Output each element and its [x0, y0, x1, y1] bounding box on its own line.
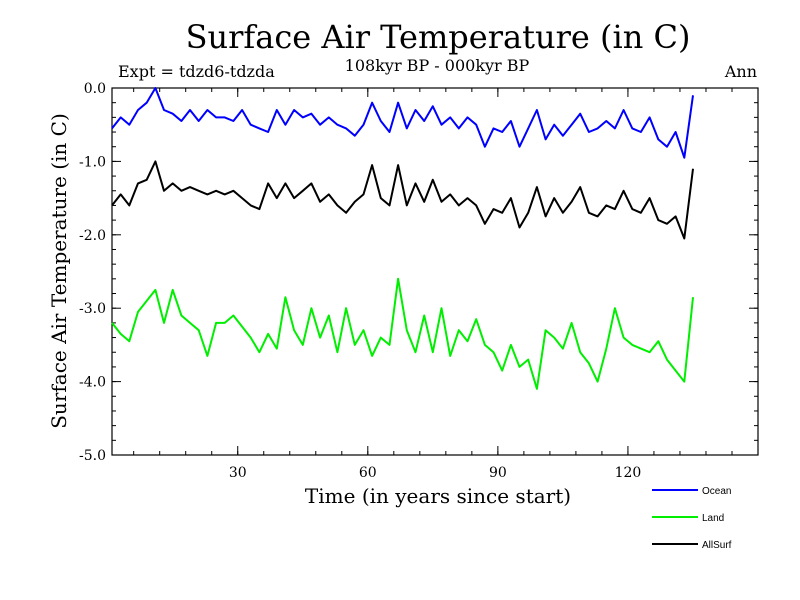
- y-tick-label: -3.0: [79, 301, 106, 317]
- x-tick-label: 60: [359, 465, 377, 481]
- legend-label-ocean: Ocean: [702, 486, 731, 497]
- axis-ticks: 0.0 -1.0 -2.0 -3.0 -4.0 -5.0 30 60 90 120: [79, 81, 758, 481]
- y-tick-label: -5.0: [79, 448, 106, 464]
- series-line-land: [111, 277, 694, 390]
- chart-subtitle: 108kyr BP - 000kyr BP: [345, 56, 530, 75]
- plot-frame: [111, 87, 759, 456]
- legend-label-land: Land: [702, 513, 724, 524]
- legend-label-allsurf: AllSurf: [702, 540, 732, 551]
- y-tick-label: 0.0: [84, 81, 106, 97]
- y-tick-label: -4.0: [79, 375, 106, 391]
- x-tick-label: 120: [615, 465, 642, 481]
- experiment-label: Expt = tdzd6-tdzda: [118, 62, 275, 81]
- series-line-ocean: [111, 87, 694, 159]
- series-layer: [111, 87, 694, 390]
- plot-area: 0.0 -1.0 -2.0 -3.0 -4.0 -5.0 30 60 90 120: [79, 81, 759, 481]
- x-tick-label: 30: [229, 465, 247, 481]
- x-tick-label: 90: [489, 465, 507, 481]
- x-axis-label: Time (in years since start): [305, 484, 571, 508]
- season-label: Ann: [724, 62, 757, 81]
- legend: Ocean Land AllSurf: [652, 486, 732, 551]
- series-line-allsurf: [111, 160, 694, 240]
- y-tick-label: -1.0: [79, 154, 106, 170]
- chart-title: Surface Air Temperature (in C): [186, 18, 691, 56]
- y-axis-label: Surface Air Temperature (in C): [47, 113, 71, 429]
- y-tick-label: -2.0: [79, 228, 106, 244]
